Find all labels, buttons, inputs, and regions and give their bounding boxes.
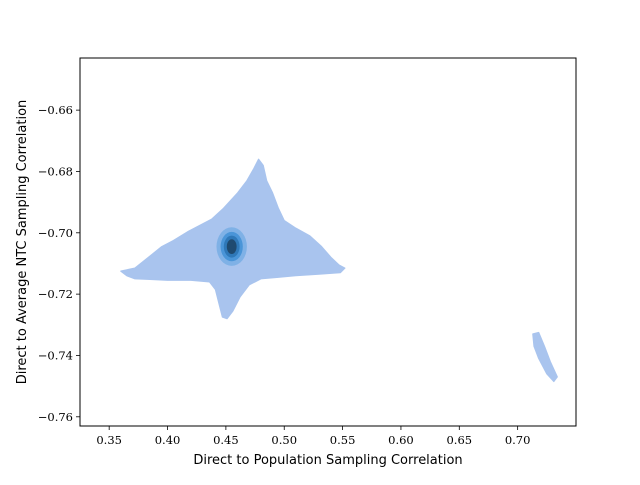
density-region-2 bbox=[532, 331, 558, 383]
x-axis-label: Direct to Population Sampling Correlatio… bbox=[193, 453, 462, 468]
x-tick-label: 0.50 bbox=[271, 433, 297, 447]
x-tick-label: 0.70 bbox=[505, 433, 531, 447]
y-tick-label: −0.70 bbox=[38, 226, 73, 240]
density-regions bbox=[120, 158, 558, 383]
y-tick-label: −0.74 bbox=[38, 348, 73, 362]
y-axis-label: Direct to Average NTC Sampling Correlati… bbox=[15, 100, 30, 385]
x-tick-label: 0.40 bbox=[155, 433, 181, 447]
x-tick-label: 0.55 bbox=[330, 433, 356, 447]
x-tick-label: 0.35 bbox=[96, 433, 122, 447]
y-tick-label: −0.66 bbox=[38, 103, 73, 117]
y-tick-label: −0.68 bbox=[38, 164, 73, 178]
x-axis-ticks: 0.35 0.40 0.45 0.50 0.55 0.60 0.65 0.70 bbox=[96, 426, 530, 447]
y-axis-ticks: −0.66 −0.68 −0.70 −0.72 −0.74 −0.76 bbox=[38, 103, 80, 424]
y-tick-label: −0.76 bbox=[38, 410, 73, 424]
y-tick-label: −0.72 bbox=[38, 287, 73, 301]
x-tick-label: 0.60 bbox=[388, 433, 414, 447]
x-tick-label: 0.45 bbox=[213, 433, 239, 447]
density-contours bbox=[216, 227, 247, 266]
contour-level-5 bbox=[226, 239, 237, 255]
plot-frame bbox=[79, 57, 577, 427]
x-tick-label: 0.65 bbox=[446, 433, 472, 447]
